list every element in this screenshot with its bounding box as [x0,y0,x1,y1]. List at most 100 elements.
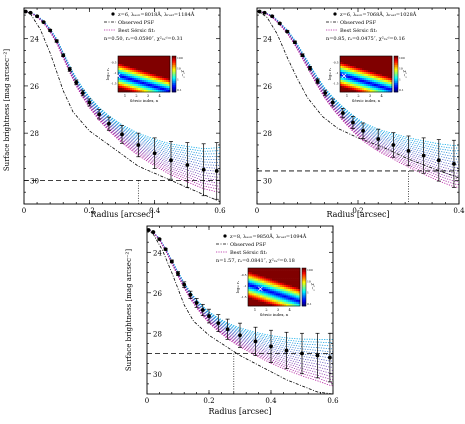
inset-cell [150,78,153,81]
inset-cell [376,82,379,85]
inset-cell [134,88,137,91]
inset-cell [124,80,127,83]
inset-cell [168,80,171,83]
inset-cell [152,66,155,69]
inset-cell [280,278,283,281]
inset-cell [356,88,359,91]
inset-cell [376,68,379,71]
inset-cell [156,70,159,73]
inset-cell [258,278,261,281]
inset-cell [154,90,157,93]
inset-cell [366,66,369,69]
inset-cell [272,295,275,298]
inset-cell [292,303,295,307]
inset-cell [280,274,283,277]
inset-cell [294,289,297,292]
inset-cell [346,60,349,63]
inset-cell [166,90,169,93]
inset-cell [258,303,261,307]
inset-cell [388,82,391,85]
inset-cell [380,74,383,77]
colorbar-cell [172,57,176,60]
inset-cell [164,86,167,89]
inset-cell [250,284,253,288]
inset-cell [342,80,345,83]
inset-cell [294,291,297,294]
inset-cell [254,299,257,303]
inset-cell [264,278,267,281]
inset-cell [288,287,291,290]
inset-cell [130,58,133,61]
y-tick-label: 24 [30,36,39,44]
inset-cell [372,68,375,71]
inset-cell [152,72,155,75]
legend-text-data: z=6, λₑₒₙ=8018Å, λᵣₑₛₜ=1184Å [118,10,195,18]
inset-cell [148,90,151,93]
inset-x-tick-label: 4 [288,308,291,312]
inset-cell [298,284,301,288]
inset-cell [364,76,367,79]
inset-cell [140,56,143,59]
inset-cell [378,82,381,85]
inset-cell [152,74,155,77]
data-point [201,167,206,172]
inset-cell [252,270,255,273]
inset-cell [140,78,143,81]
inset-cell [164,82,167,85]
inset-cell [366,64,369,67]
inset-cell [366,88,369,91]
inset-cell [118,90,121,93]
inset-cell [374,70,377,73]
inset-cell [250,278,253,281]
inset-cell [280,268,283,271]
inset-cell [120,56,123,59]
inset-cell [354,80,357,83]
inset-cell [162,56,165,59]
inset-cell [154,68,157,71]
inset-cell [358,90,361,93]
inset-cell [134,66,137,69]
inset-cell [142,64,145,67]
colorbar-cell [302,304,306,307]
inset-cell [360,60,363,63]
inset-cell [162,62,165,65]
inset-cell [128,58,131,61]
inset-cell [286,303,289,307]
inset-cell [362,88,365,91]
inset-cell [344,56,347,59]
inset-cell [122,56,125,59]
inset-cell [254,272,257,275]
inset-cell [268,287,271,290]
inset-x-tick-label: 2 [357,94,359,98]
inset-cell [250,276,253,279]
colorbar-cell [302,287,306,290]
inset-cell [294,303,297,307]
inset-cell [164,74,167,77]
inset-cell [298,303,301,307]
data-point [61,53,66,58]
legend-text-model: Best Sérsic fit: [118,27,155,34]
inset-cell [250,282,253,286]
inset-cell [372,72,375,75]
inset-cell [298,289,301,292]
inset-cell [348,62,351,65]
colorbar-cell [172,68,176,71]
inset-cell [380,84,383,87]
inset-cell [132,78,135,81]
inset-cell [168,76,171,79]
inset-cell [128,84,131,87]
colorbar-cell [172,65,176,68]
inset-cell [386,58,389,61]
inset-cell [278,280,281,284]
data-point [146,228,151,232]
colorbar-cell [302,268,306,271]
inset-cell [352,56,355,59]
inset-cell [266,293,269,296]
inset-cell [286,293,289,296]
inset-cell [386,60,389,63]
inset-cell [346,88,349,91]
inset-cell [166,78,169,81]
inset-cell [276,274,279,277]
inset-cell [162,64,165,67]
colorbar-cell [394,70,398,73]
